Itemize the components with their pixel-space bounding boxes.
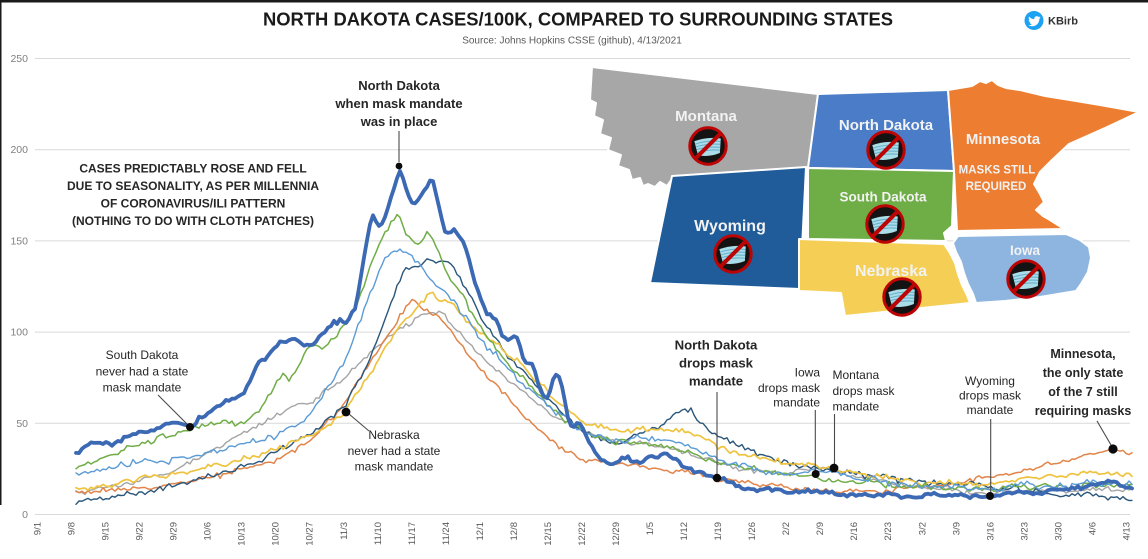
svg-text:OF CORONAVIRUS/ILI PATTERN: OF CORONAVIRUS/ILI PATTERN	[101, 197, 286, 211]
svg-text:3/16: 3/16	[985, 522, 996, 541]
svg-text:250: 250	[10, 53, 28, 65]
svg-text:10/27: 10/27	[305, 522, 316, 546]
svg-text:North Dakota: North Dakota	[839, 117, 934, 134]
svg-text:drops mask: drops mask	[679, 356, 754, 371]
svg-text:11/10: 11/10	[373, 522, 384, 545]
svg-text:11/24: 11/24	[441, 522, 452, 545]
svg-text:12/15: 12/15	[543, 522, 554, 546]
svg-text:Minnesota,: Minnesota,	[1050, 347, 1115, 361]
svg-text:CASES PREDICTABLY ROSE AND FEL: CASES PREDICTABLY ROSE AND FELL	[79, 162, 306, 176]
svg-text:12/29: 12/29	[611, 522, 622, 546]
svg-text:9/8: 9/8	[67, 522, 78, 535]
svg-text:12/8: 12/8	[509, 522, 520, 541]
svg-text:North Dakota: North Dakota	[358, 78, 440, 93]
svg-text:MASKS STILL: MASKS STILL	[959, 165, 1036, 177]
svg-text:mandate: mandate	[689, 374, 743, 389]
svg-text:when mask mandate: when mask mandate	[334, 96, 462, 111]
svg-text:3/30: 3/30	[1053, 522, 1064, 541]
svg-text:Iowa: Iowa	[795, 366, 821, 380]
svg-text:1/12: 1/12	[679, 522, 690, 541]
svg-text:10/6: 10/6	[203, 522, 214, 541]
svg-text:KBirb: KBirb	[1048, 16, 1078, 28]
svg-text:2/16: 2/16	[849, 522, 860, 541]
svg-text:North Dakota: North Dakota	[675, 338, 758, 353]
svg-text:1/19: 1/19	[713, 522, 724, 541]
svg-text:10/20: 10/20	[271, 522, 282, 546]
svg-text:mandate: mandate	[967, 403, 1014, 417]
svg-text:Source: Johns Hopkins CSSE (gi: Source: Johns Hopkins CSSE (github), 4/1…	[462, 36, 682, 47]
svg-text:Montana: Montana	[833, 368, 880, 382]
svg-text:never had a state: never had a state	[96, 365, 189, 379]
svg-text:mandate: mandate	[833, 400, 880, 414]
svg-text:requiring masks: requiring masks	[1035, 404, 1132, 418]
svg-text:9/22: 9/22	[135, 522, 146, 541]
svg-text:9/1: 9/1	[33, 522, 44, 535]
svg-text:150: 150	[10, 235, 28, 247]
svg-text:12/1: 12/1	[475, 522, 486, 541]
svg-text:11/17: 11/17	[407, 522, 418, 545]
svg-text:50: 50	[16, 418, 28, 430]
svg-text:Wyoming: Wyoming	[694, 218, 766, 235]
svg-text:1/5: 1/5	[645, 522, 656, 535]
svg-text:11/3: 11/3	[339, 522, 350, 540]
svg-text:Nebraska: Nebraska	[368, 428, 420, 442]
svg-text:Nebraska: Nebraska	[855, 263, 927, 280]
svg-text:never had a state: never had a state	[348, 444, 441, 458]
svg-text:Iowa: Iowa	[1010, 243, 1040, 258]
svg-text:4/6: 4/6	[1087, 522, 1098, 535]
svg-text:9/29: 9/29	[169, 522, 180, 541]
svg-text:of the 7 still: of the 7 still	[1048, 385, 1117, 399]
svg-text:Montana: Montana	[675, 108, 737, 125]
svg-text:3/23: 3/23	[1019, 522, 1030, 541]
svg-text:REQUIRED: REQUIRED	[966, 181, 1027, 193]
svg-text:(NOTHING TO DO WITH CLOTH PATC: (NOTHING TO DO WITH CLOTH PATCHES)	[72, 214, 314, 228]
svg-text:4/13: 4/13	[1122, 522, 1133, 541]
svg-text:NORTH DAKOTA CASES/100K, COMPA: NORTH DAKOTA CASES/100K, COMPARED TO SUR…	[263, 9, 893, 30]
svg-text:drops mask: drops mask	[833, 384, 896, 398]
svg-text:2/2: 2/2	[781, 522, 792, 535]
svg-text:Wyoming: Wyoming	[965, 374, 1015, 388]
svg-text:mandate: mandate	[773, 396, 820, 410]
svg-text:South Dakota: South Dakota	[839, 190, 926, 205]
svg-text:the only state: the only state	[1043, 366, 1124, 380]
svg-text:3/9: 3/9	[951, 522, 962, 535]
svg-text:was in place: was in place	[360, 114, 438, 129]
svg-text:2/9: 2/9	[815, 522, 826, 535]
svg-text:10/13: 10/13	[237, 522, 248, 546]
svg-text:3/2: 3/2	[917, 522, 928, 535]
svg-text:Minnesota: Minnesota	[966, 131, 1041, 148]
svg-text:1/26: 1/26	[747, 522, 758, 541]
svg-text:2/23: 2/23	[883, 522, 894, 541]
svg-text:9/15: 9/15	[101, 522, 112, 541]
svg-text:0: 0	[22, 509, 28, 521]
svg-text:12/22: 12/22	[577, 522, 588, 546]
svg-text:mask mandate: mask mandate	[103, 381, 182, 395]
svg-text:DUE TO SEASONALITY, AS PER MIL: DUE TO SEASONALITY, AS PER MILLENNIA	[67, 179, 319, 193]
svg-text:200: 200	[10, 144, 28, 156]
svg-text:100: 100	[10, 327, 28, 339]
svg-text:drops mask: drops mask	[959, 389, 1022, 403]
svg-text:South Dakota: South Dakota	[106, 348, 179, 362]
svg-text:drops mask: drops mask	[758, 381, 821, 395]
svg-text:mask mandate: mask mandate	[355, 460, 434, 474]
